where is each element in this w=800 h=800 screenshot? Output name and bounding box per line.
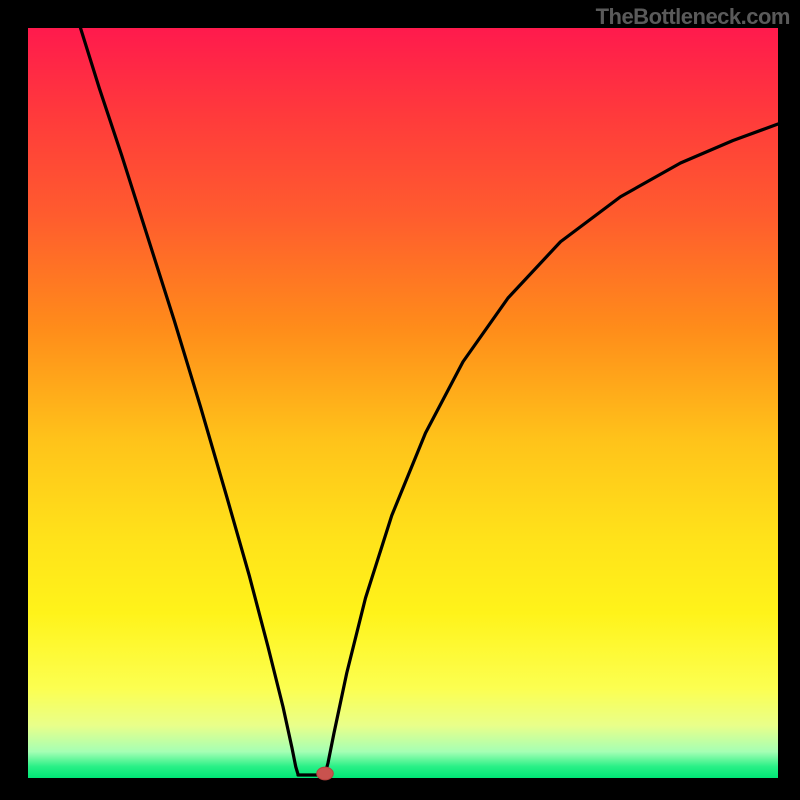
chart-svg (0, 0, 800, 800)
watermark-text: TheBottleneck.com (596, 4, 790, 30)
chart-plot-area (28, 28, 778, 778)
bottleneck-chart-container: TheBottleneck.com (0, 0, 800, 800)
optimal-point-marker (317, 767, 334, 780)
